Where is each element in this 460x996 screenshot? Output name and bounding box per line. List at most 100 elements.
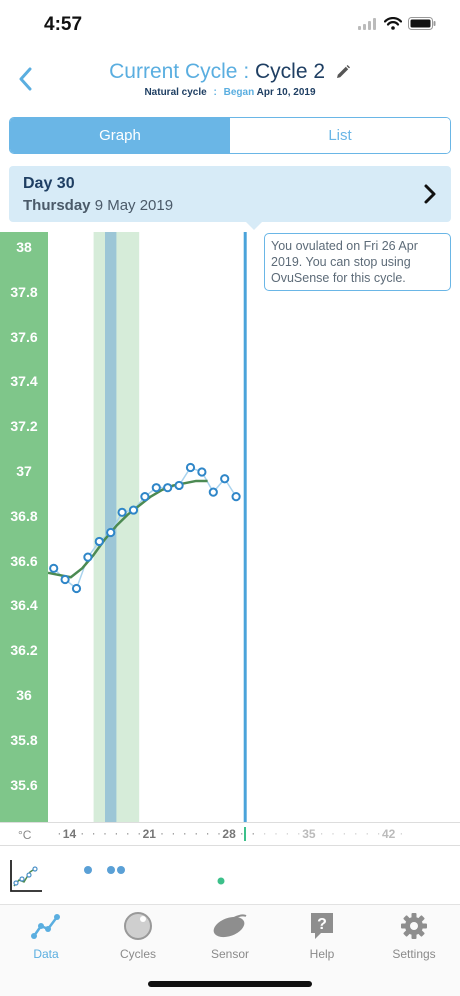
y-tick-label: 36.2 <box>10 642 38 659</box>
chevron-right-icon[interactable] <box>419 182 441 206</box>
tab-sensor[interactable]: Sensor <box>184 911 276 961</box>
battery-icon <box>408 17 436 30</box>
cycle-subtitle: Natural cycle : Began Apr 10, 2019 <box>0 87 460 98</box>
sensor-icon <box>213 914 247 938</box>
x-tick-label: 35 <box>302 827 316 841</box>
title-cycle-name: Cycle 2 <box>255 60 326 83</box>
x-day-dot: · <box>217 826 224 840</box>
status-time: 4:57 <box>44 14 83 35</box>
x-day-dot: · <box>125 826 133 840</box>
temperature-point <box>49 563 59 573</box>
day-number: Day 30 <box>23 175 75 192</box>
temperature-point <box>140 492 150 502</box>
y-tick-label: 36.6 <box>10 552 38 569</box>
temperature-point <box>106 527 116 538</box>
status-icons <box>358 17 436 30</box>
x-day-dot: · <box>376 826 384 840</box>
wifi-icon <box>384 17 402 30</box>
y-tick-label: 37.6 <box>10 328 38 345</box>
y-tick-label: 35.8 <box>10 731 38 748</box>
tab-label: Settings <box>392 947 436 961</box>
period-marker <box>84 866 92 874</box>
tab-settings[interactable]: Settings <box>368 911 460 961</box>
x-day-dot: · <box>296 826 304 840</box>
settings-icon <box>401 913 427 939</box>
tab-label: Sensor <box>210 947 250 961</box>
day-banner[interactable]: Day 30 Thursday 9 May 2019 <box>9 166 451 222</box>
x-day-dot: · <box>342 826 350 840</box>
day-weekday: Thursday <box>23 197 91 214</box>
y-tick-label: 37.2 <box>10 418 38 435</box>
segment-graph[interactable]: Graph <box>10 118 230 153</box>
y-axis: 38 37.8 37.6 37.4 37.2 37 36.8 36.6 36.4 36.2 36 35… <box>0 232 48 822</box>
subtitle-separator: : <box>213 87 217 98</box>
temperature-chart[interactable]: 38 37.8 37.6 37.4 37.2 37 36.8 36.6 36.4 36.2 36 35… <box>0 232 460 846</box>
x-day-dot: · <box>274 826 281 840</box>
x-day-dot: · <box>57 826 65 840</box>
tab-cycles[interactable]: Cycles <box>92 911 184 961</box>
y-tick-label: 36.8 <box>10 507 38 524</box>
x-day-dot: · <box>251 826 259 840</box>
x-day-dot: · <box>171 826 179 840</box>
cycle-overview-strip[interactable] <box>0 848 460 904</box>
temperature-point <box>60 574 70 585</box>
temperature-point <box>197 467 207 477</box>
back-button[interactable] <box>10 62 40 96</box>
x-day-dot: · <box>331 826 338 840</box>
view-segmented-control: Graph List <box>9 117 451 154</box>
chart-plot <box>47 232 247 822</box>
y-tick-label: 37.4 <box>10 373 38 390</box>
y-tick-label: 37 <box>16 463 32 479</box>
mini-graph-icon[interactable] <box>8 858 44 894</box>
ovulation-day-band <box>105 232 117 822</box>
began-label: Began <box>223 87 255 98</box>
title-prefix: Current Cycle : <box>109 60 250 83</box>
cycle-title: Current Cycle : Cycle 2 <box>0 60 460 84</box>
x-day-dot: · <box>194 826 202 840</box>
temperature-point <box>83 552 93 562</box>
x-day-dot: · <box>80 826 88 840</box>
began-date: Apr 10, 2019 <box>256 87 316 98</box>
tab-help[interactable]: ? Help <box>276 911 368 961</box>
temperature-point <box>208 487 218 497</box>
x-tick-label: 21 <box>142 827 156 841</box>
temperature-point <box>94 536 104 547</box>
x-day-dot: · <box>285 826 293 840</box>
cycle-markers <box>84 866 225 885</box>
temperature-point <box>220 474 230 484</box>
x-day-dot: · <box>114 826 122 840</box>
segment-list[interactable]: List <box>230 118 450 153</box>
ovulation-tooltip: You ovulated on Fri 26 Apr 2019. You can… <box>264 233 451 291</box>
y-tick-label: 38 <box>16 239 32 255</box>
ovulation-marker <box>217 877 225 885</box>
x-tick-label: 28 <box>222 827 236 841</box>
temperature-point <box>117 507 127 517</box>
y-tick-label: 35.6 <box>10 776 38 793</box>
x-day-dot: · <box>91 826 99 840</box>
banner-pointer <box>246 222 262 230</box>
tab-label: Data <box>33 947 59 961</box>
temperature-point <box>151 483 161 493</box>
x-day-dot: · <box>365 826 373 840</box>
period-marker <box>117 866 125 874</box>
x-day-dot: · <box>160 826 167 840</box>
period-marker <box>107 866 115 874</box>
tab-data[interactable]: Data <box>0 911 92 961</box>
y-tick-label: 36.4 <box>10 597 38 614</box>
home-indicator <box>148 981 312 987</box>
current-day-axis-marker <box>244 827 247 841</box>
temperature-point <box>231 492 241 502</box>
cycle-type: Natural cycle <box>144 87 207 98</box>
day-calendar-date: 9 May 2019 <box>94 197 174 214</box>
temperature-point <box>163 483 173 493</box>
x-day-dot: · <box>399 826 407 840</box>
data-chart-icon <box>31 914 60 939</box>
x-day-dot: · <box>182 826 190 840</box>
tab-label: Cycles <box>119 947 156 961</box>
x-tick-label: 14 <box>62 827 77 841</box>
x-day-dot: · <box>205 826 213 840</box>
help-icon: ? <box>311 913 333 939</box>
pencil-edit-icon[interactable] <box>335 64 351 80</box>
y-tick-label: 37.8 <box>10 283 38 300</box>
